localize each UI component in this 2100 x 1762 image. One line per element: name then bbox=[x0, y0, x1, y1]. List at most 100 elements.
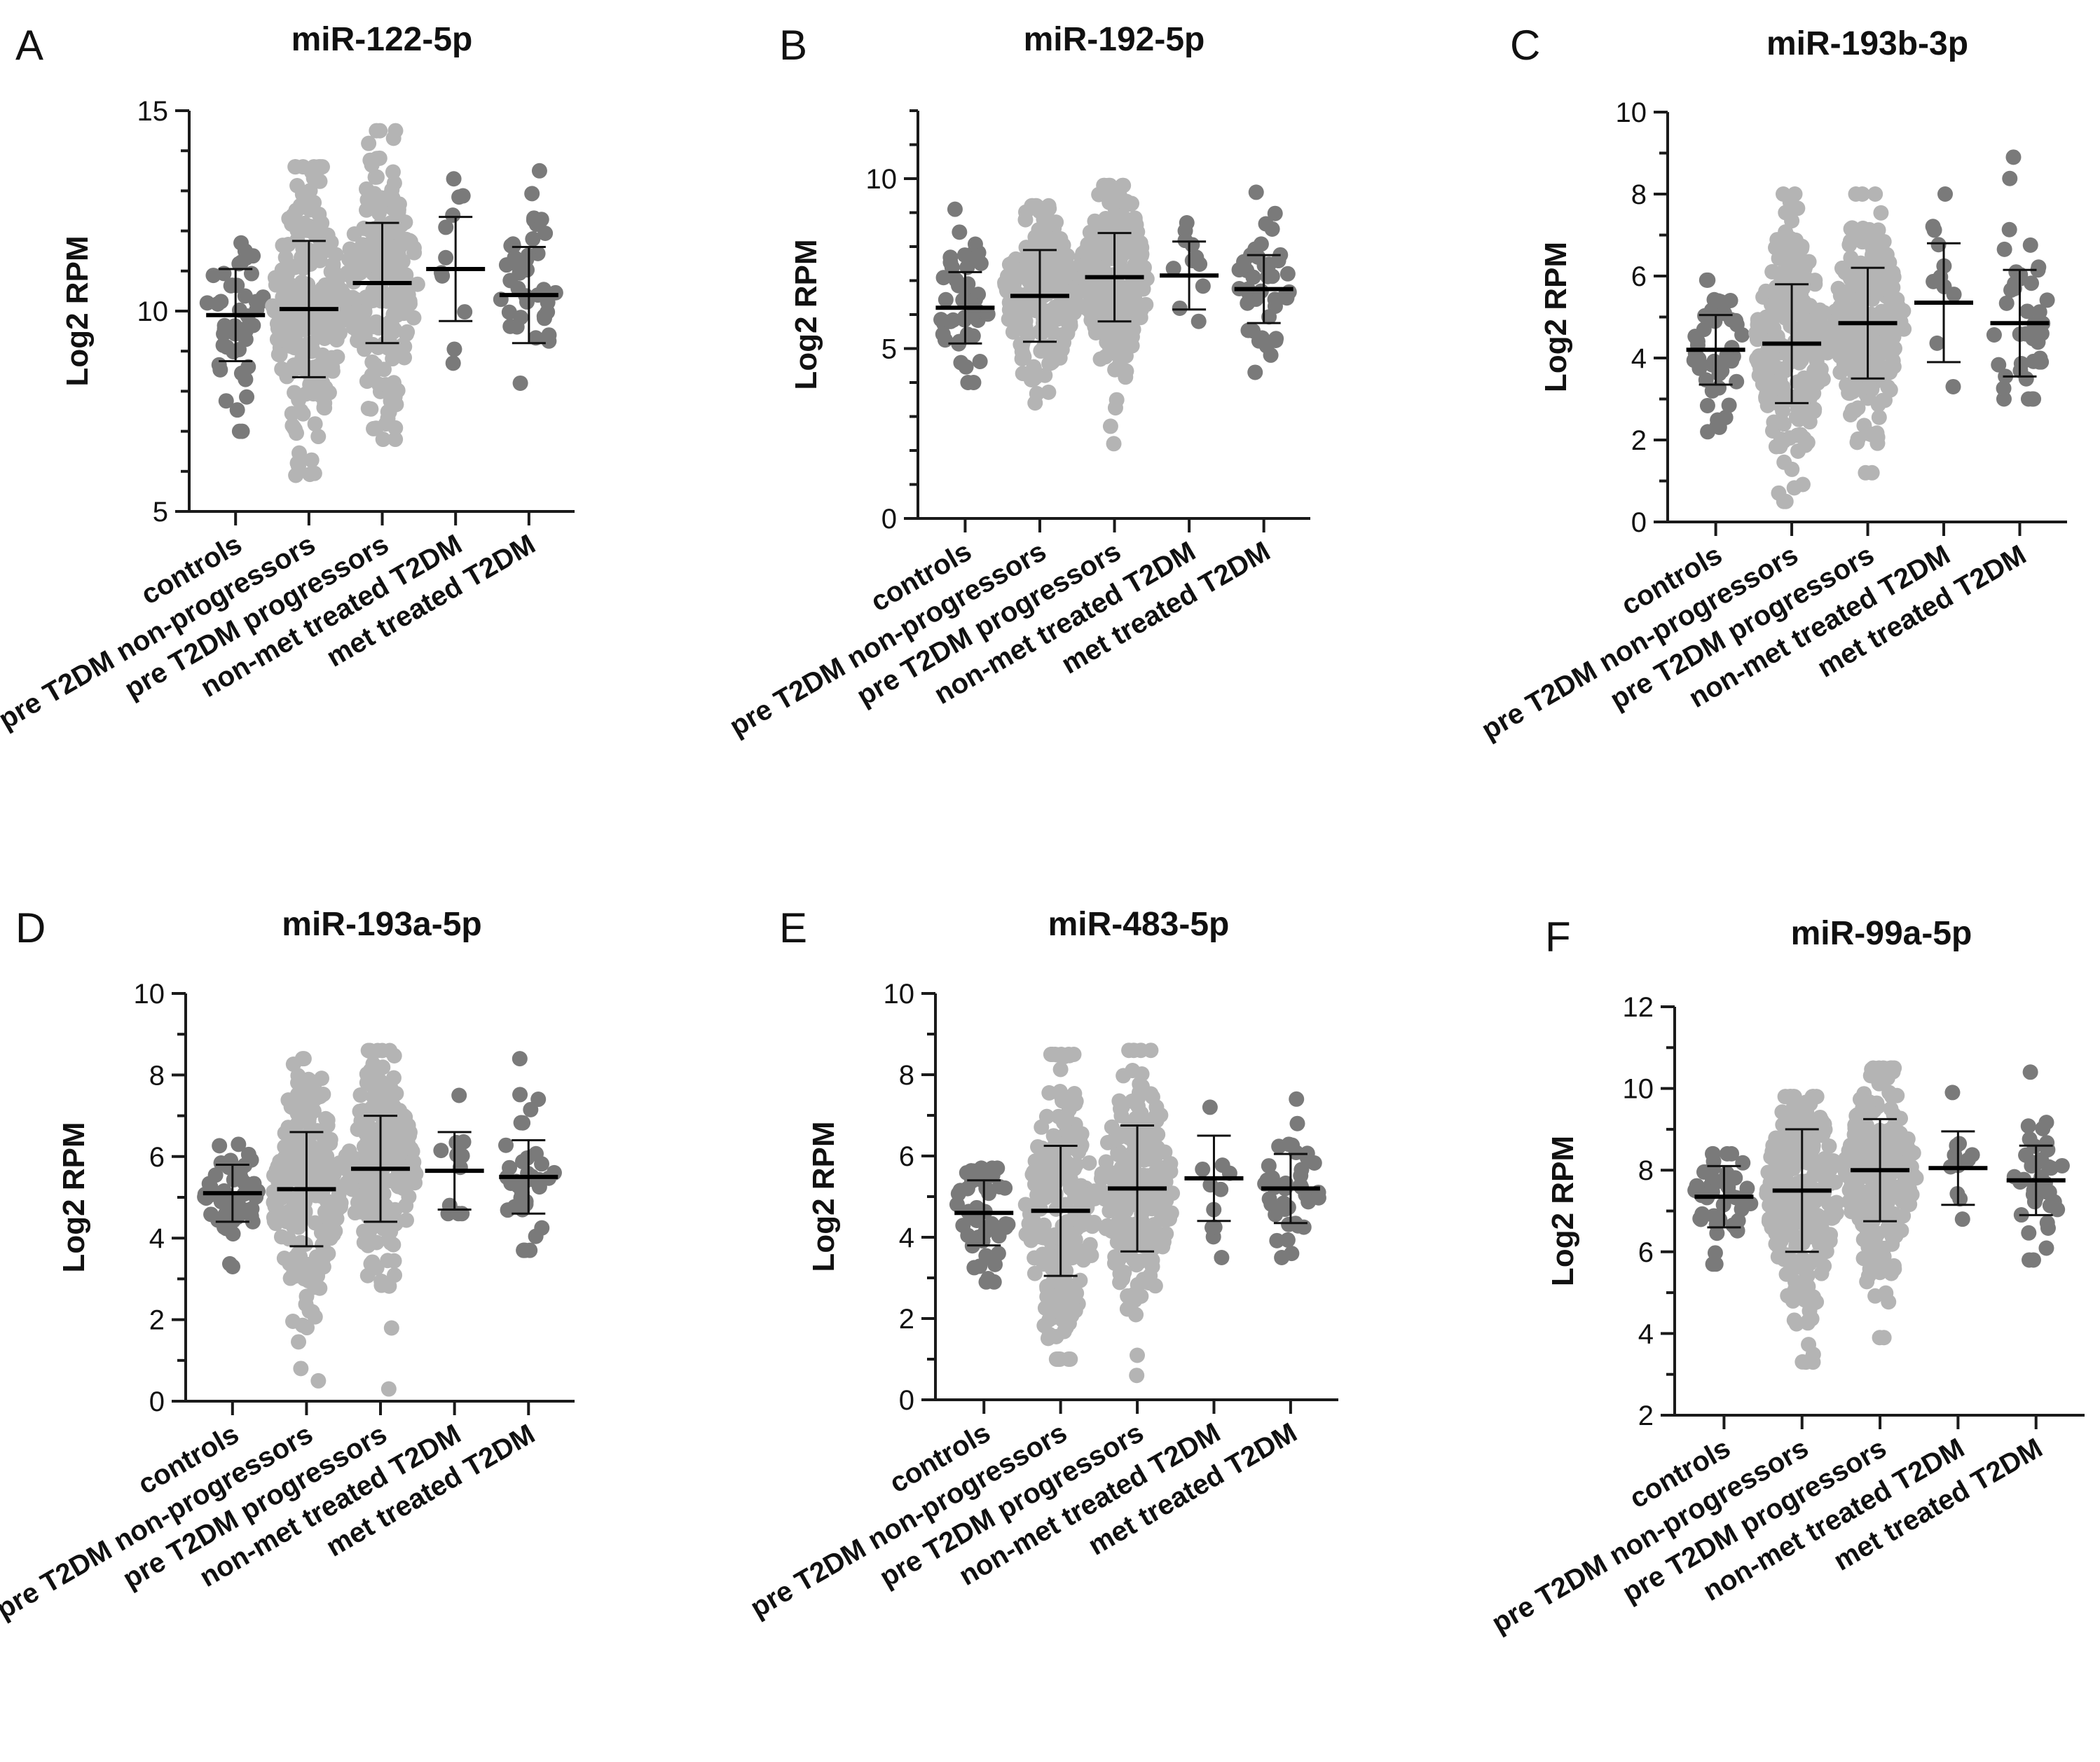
data-point bbox=[1945, 378, 1961, 394]
data-point bbox=[212, 362, 228, 378]
data-point bbox=[1045, 303, 1062, 319]
data-point bbox=[1836, 356, 1852, 372]
data-point bbox=[1710, 293, 1727, 309]
data-point bbox=[533, 212, 549, 228]
data-point bbox=[1269, 1232, 1285, 1248]
data-point bbox=[1121, 1216, 1137, 1232]
series-points bbox=[1837, 1060, 1924, 1346]
data-point bbox=[2022, 1064, 2038, 1080]
data-point bbox=[380, 1381, 397, 1397]
data-point bbox=[1279, 290, 1295, 306]
data-point bbox=[536, 310, 552, 326]
data-point bbox=[1091, 277, 1107, 293]
data-point bbox=[312, 252, 328, 268]
data-point bbox=[285, 1218, 301, 1234]
data-point bbox=[287, 1171, 303, 1187]
data-point bbox=[289, 425, 305, 441]
data-point bbox=[304, 1304, 320, 1320]
data-point bbox=[1806, 401, 1823, 418]
data-point bbox=[380, 404, 396, 420]
data-point bbox=[295, 159, 311, 175]
data-point bbox=[1834, 260, 1850, 276]
data-point bbox=[1053, 249, 1069, 265]
data-point bbox=[1115, 331, 1131, 347]
data-point bbox=[270, 317, 287, 333]
y-tick-label: 8 bbox=[1638, 1155, 1654, 1186]
y-tick-label: 6 bbox=[899, 1141, 914, 1172]
data-point bbox=[525, 231, 541, 247]
data-point bbox=[1831, 324, 1847, 340]
data-point bbox=[365, 1122, 381, 1138]
data-point bbox=[362, 1177, 378, 1193]
data-point bbox=[284, 210, 301, 226]
data-point bbox=[1882, 282, 1898, 298]
data-point bbox=[378, 320, 394, 336]
data-point bbox=[1231, 262, 1247, 278]
y-axis-label: Log2 RPM bbox=[789, 239, 823, 390]
x-tick-label: pre T2DM non-progressors bbox=[0, 1419, 318, 1625]
data-point bbox=[1117, 213, 1133, 229]
data-point bbox=[1041, 1326, 1057, 1342]
y-tick-label: 5 bbox=[881, 334, 897, 365]
data-point bbox=[1933, 269, 1949, 285]
x-tick-label: pre T2DM non-progressors bbox=[1487, 1433, 1814, 1639]
data-point bbox=[512, 1051, 528, 1067]
data-point bbox=[287, 286, 303, 302]
data-point bbox=[1786, 480, 1802, 496]
data-point bbox=[369, 1202, 385, 1218]
data-point bbox=[1894, 1188, 1910, 1204]
data-point bbox=[1769, 1234, 1785, 1250]
data-point bbox=[1055, 1312, 1071, 1328]
data-point bbox=[1025, 280, 1041, 296]
series-points bbox=[1257, 1091, 1326, 1265]
data-point bbox=[1762, 1197, 1778, 1213]
data-point bbox=[1015, 366, 1031, 382]
data-point bbox=[1996, 391, 2012, 407]
data-point bbox=[1929, 335, 1945, 351]
data-point bbox=[385, 130, 402, 146]
data-point bbox=[212, 1138, 228, 1154]
data-point bbox=[1937, 186, 1954, 202]
data-point bbox=[287, 361, 303, 377]
data-point bbox=[1704, 383, 1720, 399]
data-point bbox=[1846, 329, 1862, 345]
data-point bbox=[1925, 219, 1941, 235]
data-point bbox=[1784, 461, 1800, 477]
data-point bbox=[1766, 320, 1782, 336]
data-point bbox=[1083, 1217, 1099, 1233]
data-point bbox=[1805, 1290, 1821, 1307]
data-point bbox=[356, 1234, 372, 1251]
data-point bbox=[303, 452, 320, 468]
data-point bbox=[1869, 1205, 1886, 1221]
series-points bbox=[1687, 1145, 1759, 1272]
data-point bbox=[1078, 1241, 1094, 1258]
y-tick-label: 4 bbox=[149, 1223, 165, 1254]
data-point bbox=[952, 1183, 968, 1199]
data-point bbox=[1133, 1105, 1149, 1121]
data-point bbox=[500, 1202, 516, 1218]
data-point bbox=[322, 1220, 338, 1236]
data-point bbox=[1267, 205, 1283, 221]
data-point bbox=[1883, 1060, 1899, 1076]
data-point bbox=[285, 327, 301, 343]
data-point bbox=[390, 220, 406, 236]
data-point bbox=[1136, 1152, 1152, 1168]
data-point bbox=[321, 385, 337, 401]
data-point bbox=[1124, 1093, 1140, 1109]
data-point bbox=[329, 1198, 345, 1214]
data-point bbox=[1052, 277, 1068, 293]
data-point bbox=[1144, 1258, 1160, 1274]
y-tick-label: 6 bbox=[149, 1142, 165, 1173]
data-point bbox=[502, 318, 519, 334]
data-point bbox=[455, 1134, 472, 1150]
data-point bbox=[1849, 1175, 1865, 1191]
data-point bbox=[514, 1154, 530, 1170]
data-point bbox=[369, 1106, 385, 1122]
y-tick-label: 0 bbox=[881, 504, 897, 535]
data-point bbox=[978, 1274, 994, 1290]
data-point bbox=[385, 1114, 402, 1130]
data-point bbox=[1882, 382, 1898, 398]
series-points bbox=[197, 1136, 266, 1274]
data-point bbox=[1991, 357, 2007, 373]
